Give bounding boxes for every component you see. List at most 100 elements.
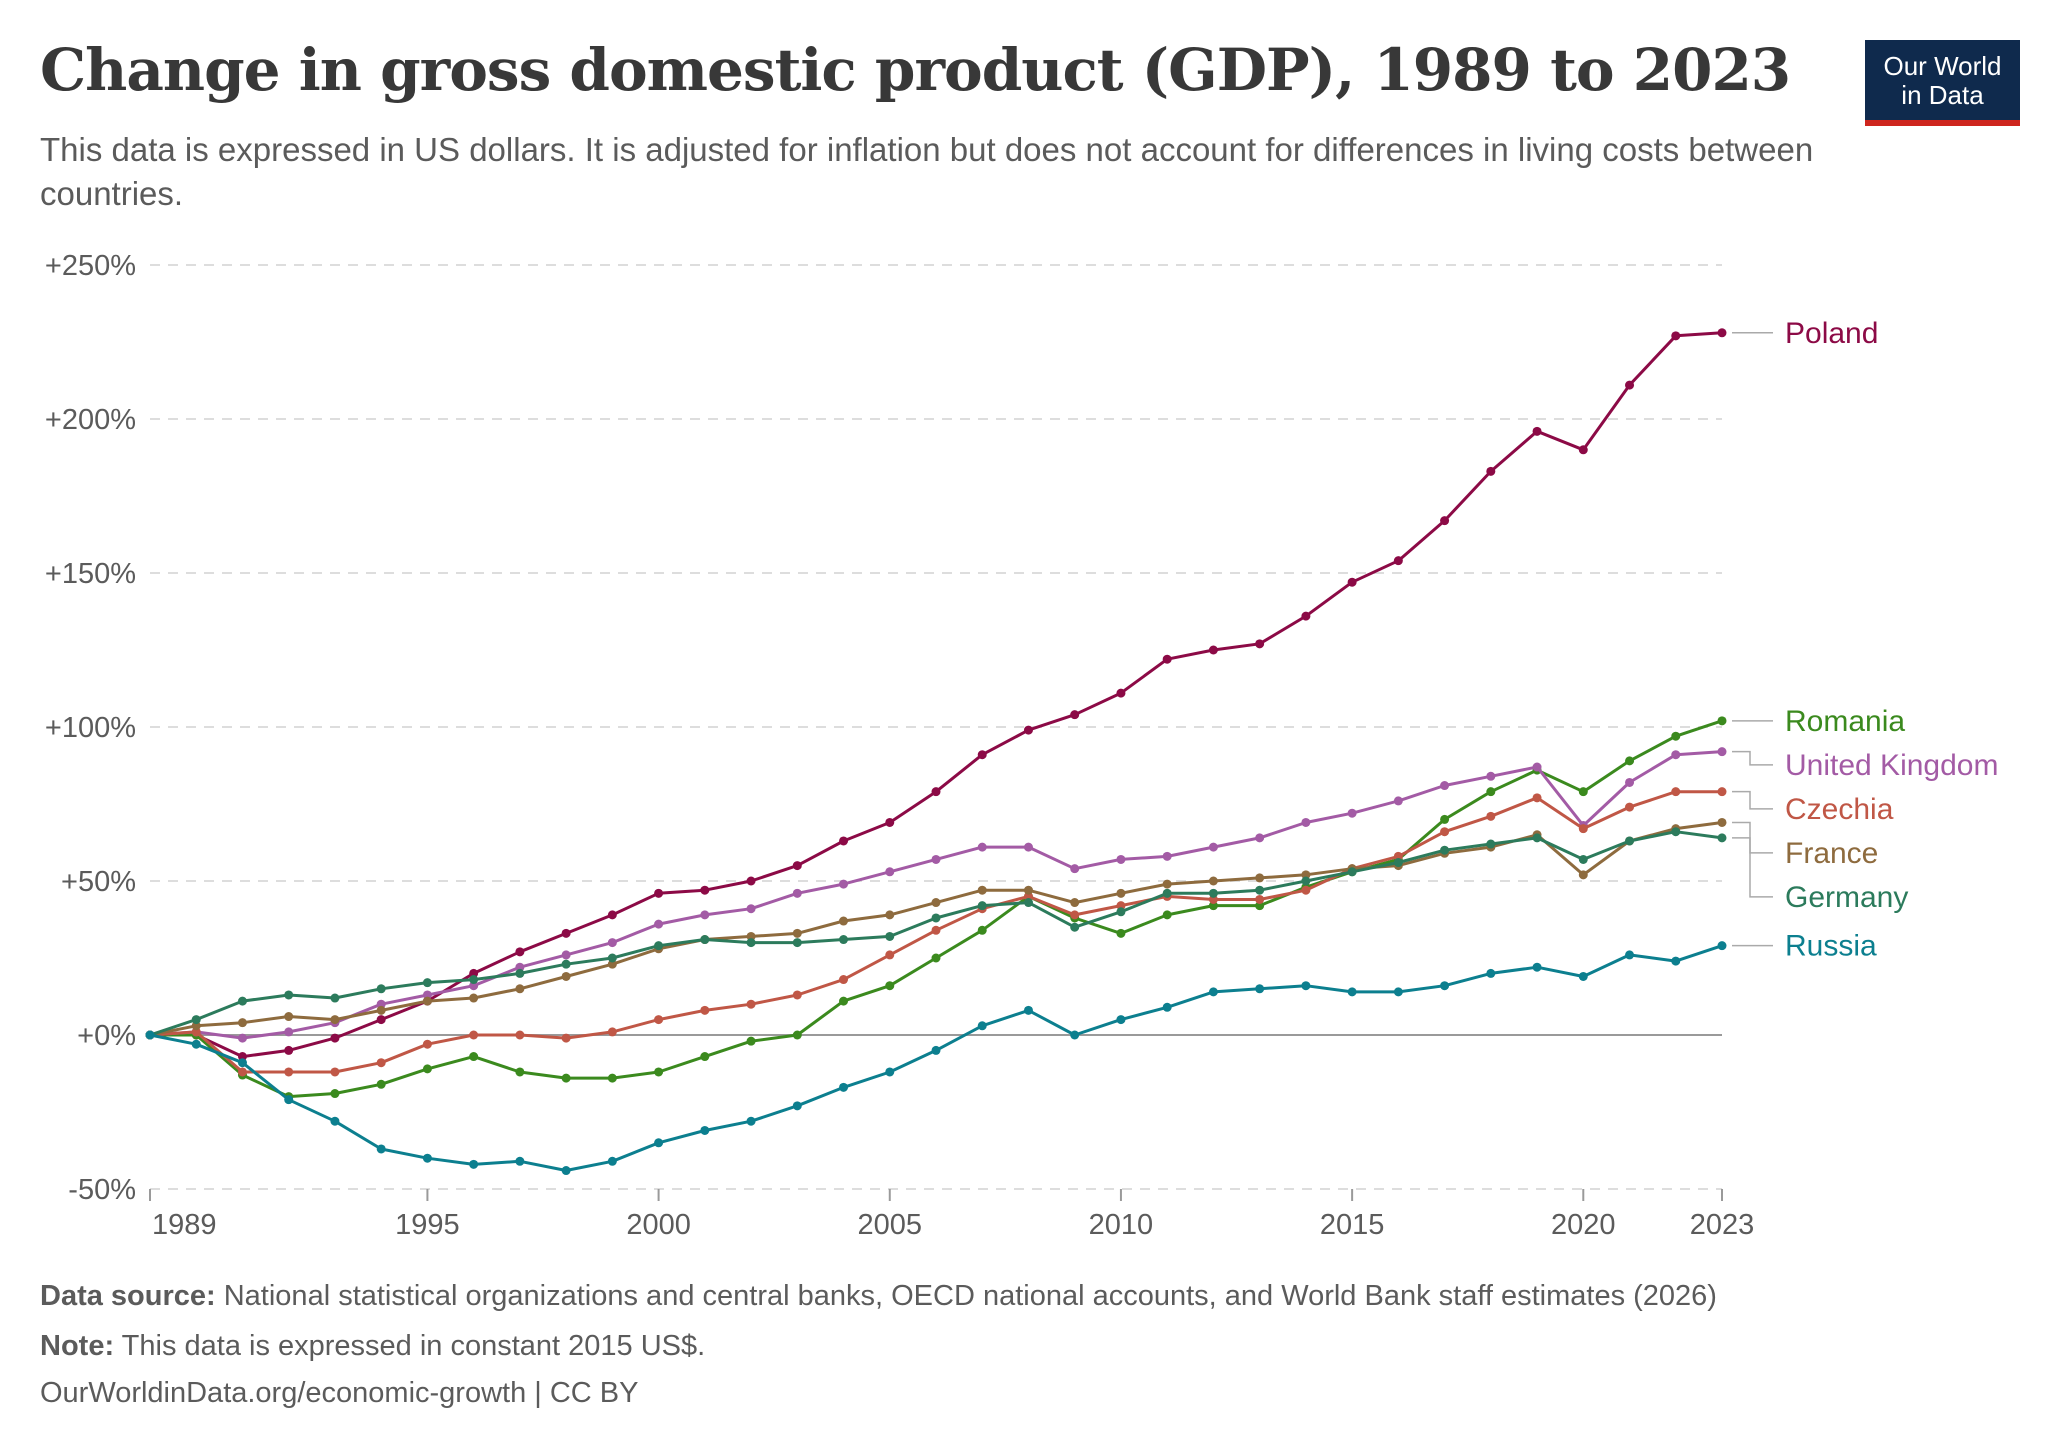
data-point[interactable] <box>1208 894 1218 904</box>
data-point[interactable] <box>839 975 849 985</box>
data-point[interactable] <box>422 1064 432 1074</box>
data-point[interactable] <box>284 1012 294 1022</box>
data-point[interactable] <box>469 993 479 1003</box>
data-point[interactable] <box>1625 802 1635 812</box>
series-label-russia[interactable]: Russia <box>1785 930 1877 963</box>
data-point[interactable] <box>1671 331 1681 341</box>
data-point[interactable] <box>1671 750 1681 760</box>
data-point[interactable] <box>700 935 710 945</box>
data-point[interactable] <box>1625 950 1635 960</box>
data-point[interactable] <box>1717 716 1727 726</box>
data-point[interactable] <box>376 1144 386 1154</box>
data-point[interactable] <box>654 1138 664 1148</box>
data-point[interactable] <box>839 879 849 889</box>
data-point[interactable] <box>700 1005 710 1015</box>
data-point[interactable] <box>1347 987 1357 997</box>
series-label-france[interactable]: France <box>1785 837 1878 870</box>
data-point[interactable] <box>1717 817 1727 827</box>
data-point[interactable] <box>1671 787 1681 797</box>
data-point[interactable] <box>885 931 895 941</box>
data-point[interactable] <box>1116 928 1126 938</box>
data-point[interactable] <box>1116 1015 1126 1025</box>
data-point[interactable] <box>792 938 802 948</box>
data-point[interactable] <box>1671 731 1681 741</box>
data-point[interactable] <box>654 888 664 898</box>
data-point[interactable] <box>931 913 941 923</box>
data-point[interactable] <box>1578 870 1588 880</box>
data-point[interactable] <box>1440 781 1450 791</box>
data-point[interactable] <box>1070 864 1080 874</box>
data-point[interactable] <box>977 885 987 895</box>
series-line[interactable] <box>150 331 1723 1059</box>
data-point[interactable] <box>515 1067 525 1077</box>
data-point[interactable] <box>1070 922 1080 932</box>
data-point[interactable] <box>1717 747 1727 757</box>
data-point[interactable] <box>977 925 987 935</box>
data-point[interactable] <box>237 1018 247 1028</box>
data-point[interactable] <box>1255 885 1265 895</box>
data-point[interactable] <box>654 1015 664 1025</box>
data-point[interactable] <box>931 854 941 864</box>
data-point[interactable] <box>931 787 941 797</box>
data-point[interactable] <box>1532 833 1542 843</box>
data-point[interactable] <box>1440 516 1450 526</box>
data-point[interactable] <box>1023 885 1033 895</box>
data-point[interactable] <box>885 1067 895 1077</box>
data-point[interactable] <box>284 1027 294 1037</box>
data-point[interactable] <box>1717 787 1727 797</box>
data-point[interactable] <box>1255 833 1265 843</box>
data-point[interactable] <box>1440 827 1450 837</box>
data-point[interactable] <box>931 953 941 963</box>
data-point[interactable] <box>191 1021 201 1031</box>
data-point[interactable] <box>1208 888 1218 898</box>
data-point[interactable] <box>422 1039 432 1049</box>
data-point[interactable] <box>191 1027 201 1037</box>
data-point[interactable] <box>1070 898 1080 908</box>
data-point[interactable] <box>885 910 895 920</box>
data-point[interactable] <box>746 999 756 1009</box>
data-point[interactable] <box>1532 426 1542 436</box>
data-point[interactable] <box>237 1067 247 1077</box>
data-point[interactable] <box>885 950 895 960</box>
data-point[interactable] <box>1162 851 1172 861</box>
data-point[interactable] <box>931 925 941 935</box>
data-point[interactable] <box>1070 1030 1080 1040</box>
data-point[interactable] <box>1023 898 1033 908</box>
data-point[interactable] <box>1578 787 1588 797</box>
data-point[interactable] <box>1625 380 1635 390</box>
data-point[interactable] <box>977 901 987 911</box>
data-point[interactable] <box>746 931 756 941</box>
data-point[interactable] <box>1301 885 1311 895</box>
data-point[interactable] <box>1625 756 1635 766</box>
data-point[interactable] <box>792 1030 802 1040</box>
data-point[interactable] <box>1301 876 1311 886</box>
data-point[interactable] <box>284 1045 294 1055</box>
data-point[interactable] <box>515 947 525 957</box>
data-point[interactable] <box>561 1073 571 1083</box>
data-point[interactable] <box>1532 793 1542 803</box>
data-point[interactable] <box>1255 639 1265 649</box>
data-point[interactable] <box>1578 971 1588 981</box>
data-point[interactable] <box>1486 771 1496 781</box>
data-point[interactable] <box>561 971 571 981</box>
data-point[interactable] <box>1717 328 1727 338</box>
data-point[interactable] <box>885 867 895 877</box>
data-point[interactable] <box>1301 981 1311 991</box>
data-point[interactable] <box>561 928 571 938</box>
data-point[interactable] <box>1347 867 1357 877</box>
data-point[interactable] <box>561 1033 571 1043</box>
data-point[interactable] <box>654 919 664 929</box>
data-point[interactable] <box>330 993 340 1003</box>
data-point[interactable] <box>376 1015 386 1025</box>
data-point[interactable] <box>237 996 247 1006</box>
data-point[interactable] <box>1578 824 1588 834</box>
data-point[interactable] <box>1116 901 1126 911</box>
data-point[interactable] <box>700 1125 710 1135</box>
data-point[interactable] <box>469 1030 479 1040</box>
data-point[interactable] <box>1162 888 1172 898</box>
data-point[interactable] <box>330 1089 340 1099</box>
data-point[interactable] <box>1532 962 1542 972</box>
series-label-united-kingdom[interactable]: United Kingdom <box>1785 749 1998 782</box>
data-point[interactable] <box>561 950 571 960</box>
data-point[interactable] <box>1393 796 1403 806</box>
